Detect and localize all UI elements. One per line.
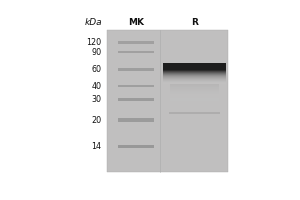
Text: 40: 40 xyxy=(92,82,101,91)
Text: 90: 90 xyxy=(91,48,101,57)
Text: R: R xyxy=(191,18,198,27)
Text: 30: 30 xyxy=(92,95,101,104)
Text: 14: 14 xyxy=(92,142,101,151)
Text: 20: 20 xyxy=(91,116,101,125)
Bar xyxy=(107,30,228,172)
Text: MK: MK xyxy=(128,18,144,27)
Text: 60: 60 xyxy=(92,65,101,74)
Bar xyxy=(118,85,154,87)
Text: 120: 120 xyxy=(86,38,101,47)
Bar xyxy=(118,51,154,53)
Text: kDa: kDa xyxy=(85,18,103,27)
Bar xyxy=(118,68,154,71)
Bar xyxy=(118,145,154,148)
Bar xyxy=(118,41,154,44)
Bar xyxy=(118,118,154,122)
Bar xyxy=(169,112,220,114)
Bar xyxy=(118,98,154,101)
